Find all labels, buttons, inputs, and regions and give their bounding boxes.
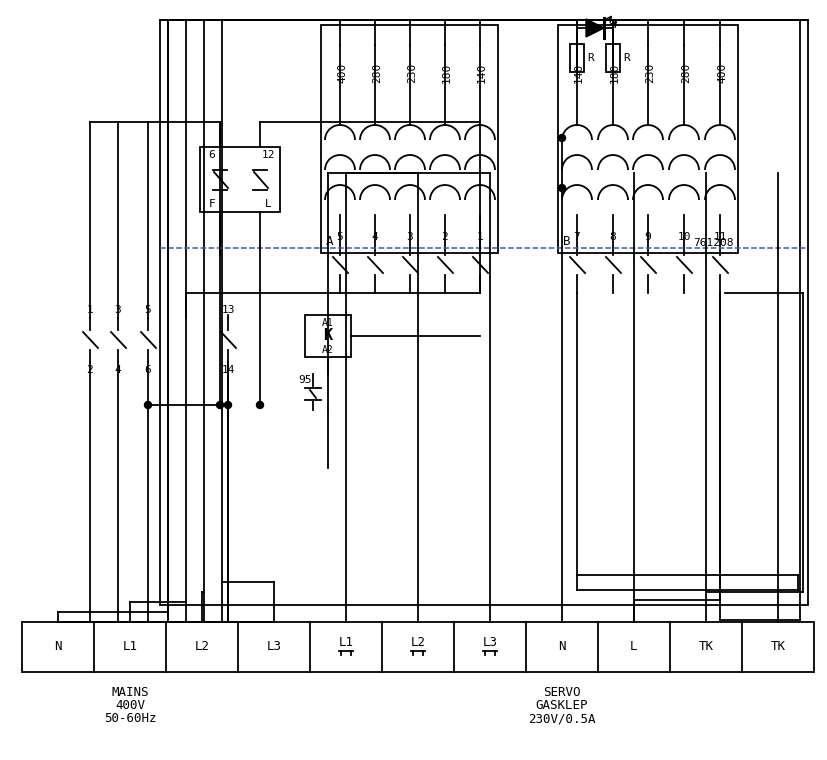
Text: 230: 230 [407,63,417,83]
Text: L1: L1 [338,635,353,648]
Text: R: R [586,53,593,63]
Bar [605,44,619,72]
Text: 11: 11 [712,232,726,242]
Text: L: L [629,641,637,654]
Polygon shape [586,19,603,37]
Text: GASKLEP: GASKLEP [535,699,587,712]
Circle shape [256,401,263,408]
Text: L3: L3 [266,641,281,654]
Circle shape [558,135,565,141]
Text: L3: L3 [482,635,497,648]
Text: 230: 230 [644,63,654,83]
Text: 2: 2 [87,365,93,375]
Text: 280: 280 [371,63,381,83]
Text: A1: A1 [322,318,333,328]
Text: L2: L2 [410,635,425,648]
Text: 230V/0.5A: 230V/0.5A [528,712,595,725]
Text: 5: 5 [145,305,151,315]
Text: 2: 2 [441,232,448,242]
Text: 180: 180 [442,63,452,83]
Text: 12: 12 [261,150,275,160]
Text: L: L [265,199,271,209]
Text: TK: TK [770,641,785,654]
Text: 140: 140 [573,63,583,83]
Text: R: R [622,53,629,63]
Circle shape [558,185,565,192]
Circle shape [145,401,151,408]
Text: 3: 3 [406,232,413,242]
Text: 1: 1 [476,232,483,242]
Text: 95: 95 [298,375,311,385]
Text: 8: 8 [609,232,615,242]
Text: 1: 1 [87,305,93,315]
Circle shape [216,401,223,408]
Text: 9: 9 [644,232,651,242]
Text: 14: 14 [221,365,235,375]
Text: SERVO: SERVO [543,686,580,699]
Text: 6: 6 [145,365,151,375]
Text: 4: 4 [371,232,378,242]
Text: N: N [557,641,565,654]
Text: A2: A2 [322,345,333,355]
Text: 400: 400 [337,63,347,83]
Text: 761208: 761208 [693,238,733,248]
Bar [200,147,280,212]
Text: 400: 400 [716,63,726,83]
Text: 4: 4 [114,365,122,375]
Text: A: A [326,235,333,248]
Text: 180: 180 [609,63,619,83]
Text: 5: 5 [337,232,343,242]
Bar [569,44,583,72]
Text: N: N [55,641,62,654]
Bar [304,315,351,357]
Bar [160,20,807,605]
Text: L2: L2 [194,641,209,654]
Text: 13: 13 [221,305,235,315]
Text: 400V: 400V [115,699,145,712]
Text: 140: 140 [476,63,486,83]
Text: B: B [562,235,570,248]
Text: L1: L1 [122,641,137,654]
Circle shape [224,401,232,408]
Text: TK: TK [698,641,713,654]
Text: K: K [323,328,332,344]
Text: 280: 280 [680,63,691,83]
Bar [557,25,737,253]
Text: MAINS: MAINS [111,686,149,699]
Text: 10: 10 [676,232,690,242]
Text: 50-60Hz: 50-60Hz [103,712,156,725]
Text: 3: 3 [114,305,122,315]
Bar [22,622,813,672]
Text: 6: 6 [208,150,215,160]
Bar [321,25,497,253]
Text: F: F [208,199,215,209]
Text: 7: 7 [573,232,580,242]
